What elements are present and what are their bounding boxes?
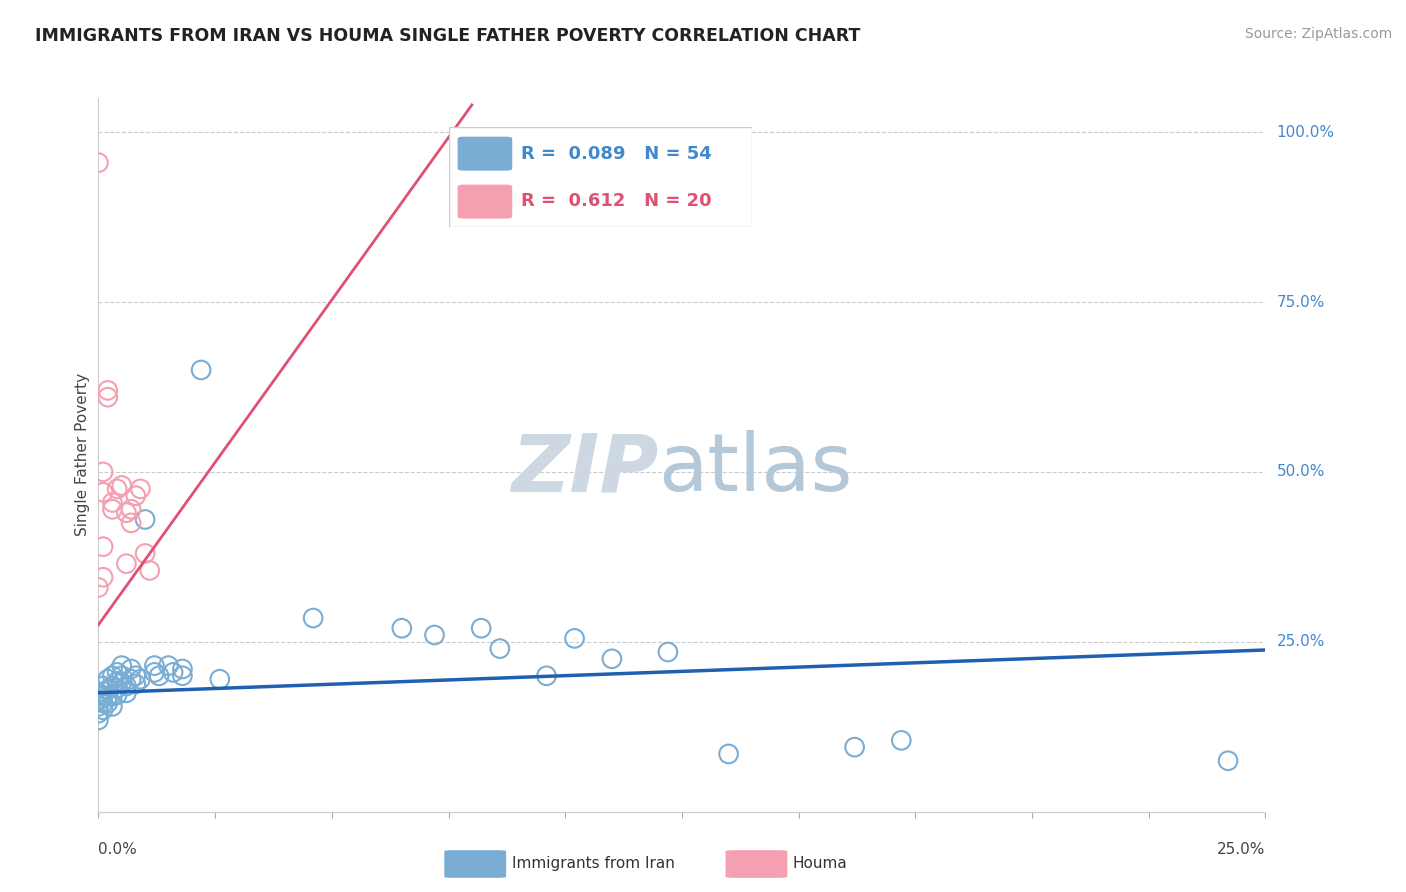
- Point: [91, 703, 114, 717]
- Point: [91, 689, 114, 703]
- Point: [97, 672, 120, 686]
- Point: [190, 363, 212, 377]
- Point: [87, 692, 110, 706]
- Point: [717, 747, 740, 761]
- Point: [101, 679, 124, 693]
- Text: R =  0.089   N = 54: R = 0.089 N = 54: [522, 145, 711, 162]
- Point: [391, 621, 413, 635]
- FancyBboxPatch shape: [449, 127, 752, 227]
- FancyBboxPatch shape: [457, 136, 512, 170]
- Point: [134, 546, 156, 560]
- Point: [87, 699, 110, 714]
- Point: [125, 489, 148, 503]
- Text: 100.0%: 100.0%: [1277, 125, 1334, 140]
- Point: [120, 502, 142, 516]
- FancyBboxPatch shape: [457, 185, 512, 219]
- Point: [111, 658, 134, 673]
- Point: [564, 632, 586, 646]
- Point: [208, 672, 231, 686]
- Text: ZIP: ZIP: [512, 430, 658, 508]
- Point: [115, 686, 138, 700]
- Text: 25.0%: 25.0%: [1218, 842, 1265, 857]
- Point: [129, 672, 152, 686]
- Point: [101, 502, 124, 516]
- Point: [91, 485, 114, 500]
- Text: Houma: Houma: [793, 855, 848, 871]
- Point: [1216, 754, 1239, 768]
- Point: [101, 689, 124, 703]
- Point: [91, 570, 114, 584]
- Point: [97, 696, 120, 710]
- Point: [97, 384, 120, 398]
- Point: [91, 696, 114, 710]
- Point: [157, 658, 180, 673]
- Point: [423, 628, 446, 642]
- Point: [87, 686, 110, 700]
- Point: [143, 658, 166, 673]
- Point: [105, 681, 128, 695]
- Point: [115, 557, 138, 571]
- Point: [890, 733, 912, 747]
- Point: [105, 665, 128, 680]
- FancyBboxPatch shape: [444, 850, 506, 878]
- Text: IMMIGRANTS FROM IRAN VS HOUMA SINGLE FATHER POVERTY CORRELATION CHART: IMMIGRANTS FROM IRAN VS HOUMA SINGLE FAT…: [35, 27, 860, 45]
- Point: [87, 713, 110, 727]
- Point: [134, 512, 156, 526]
- Point: [143, 665, 166, 680]
- Point: [91, 465, 114, 479]
- Point: [111, 478, 134, 492]
- Text: 75.0%: 75.0%: [1277, 294, 1324, 310]
- Point: [489, 641, 512, 656]
- Point: [844, 740, 866, 755]
- Point: [172, 669, 194, 683]
- Point: [125, 677, 148, 691]
- Point: [120, 662, 142, 676]
- Text: 0.0%: 0.0%: [98, 842, 138, 857]
- Point: [120, 672, 142, 686]
- Point: [87, 706, 110, 721]
- Point: [87, 581, 110, 595]
- Point: [172, 662, 194, 676]
- Point: [101, 699, 124, 714]
- Point: [115, 679, 138, 693]
- Point: [97, 390, 120, 404]
- Point: [470, 621, 492, 635]
- Point: [91, 540, 114, 554]
- Point: [120, 516, 142, 530]
- Point: [87, 155, 110, 169]
- Point: [91, 679, 114, 693]
- Point: [139, 564, 162, 578]
- Point: [105, 482, 128, 496]
- Point: [111, 675, 134, 690]
- Point: [97, 682, 120, 697]
- Point: [302, 611, 325, 625]
- Text: atlas: atlas: [658, 430, 853, 508]
- Point: [125, 669, 148, 683]
- Point: [148, 669, 170, 683]
- Point: [162, 665, 184, 680]
- Point: [657, 645, 679, 659]
- Text: 25.0%: 25.0%: [1277, 634, 1324, 649]
- Point: [536, 669, 558, 683]
- Point: [101, 495, 124, 509]
- Point: [111, 669, 134, 683]
- Text: R =  0.612   N = 20: R = 0.612 N = 20: [522, 192, 711, 210]
- Point: [105, 674, 128, 689]
- Y-axis label: Single Father Poverty: Single Father Poverty: [75, 374, 90, 536]
- Point: [600, 652, 623, 666]
- Text: 50.0%: 50.0%: [1277, 465, 1324, 479]
- Point: [129, 482, 152, 496]
- Point: [105, 688, 128, 702]
- FancyBboxPatch shape: [725, 850, 787, 878]
- Point: [97, 689, 120, 703]
- Point: [101, 669, 124, 683]
- Text: Source: ZipAtlas.com: Source: ZipAtlas.com: [1244, 27, 1392, 41]
- Text: Immigrants from Iran: Immigrants from Iran: [512, 855, 675, 871]
- Point: [115, 506, 138, 520]
